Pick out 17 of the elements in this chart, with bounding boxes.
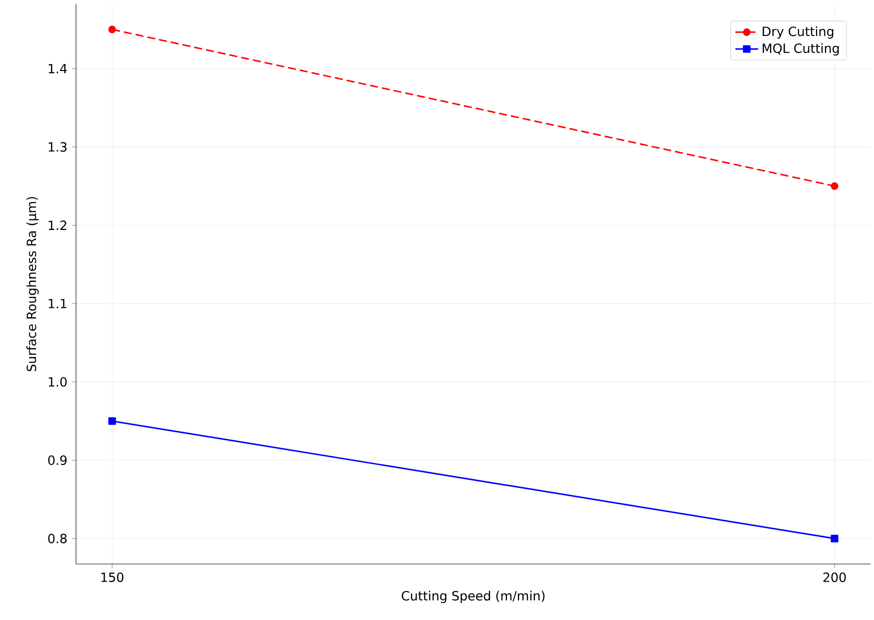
legend-label: MQL Cutting <box>762 43 839 56</box>
point <box>830 534 838 542</box>
y-tick-label: 1.2 <box>48 220 66 230</box>
x-tick-label: 200 <box>823 572 846 582</box>
x-tick-label: 150 <box>101 572 124 582</box>
y-tick-label: 1.3 <box>48 142 67 152</box>
y-axis-title: Surface Roughness Ra (µm) <box>26 197 39 372</box>
x-axis-title: Cutting Speed (m/min) <box>402 590 545 604</box>
y-tick-label: 1.4 <box>48 64 67 74</box>
y-tick-label: 0.9 <box>48 455 67 466</box>
y-tick-label: 1.0 <box>48 377 67 387</box>
y-tick-label: 0.8 <box>48 534 67 544</box>
point <box>108 417 116 425</box>
legend-label: Dry Cutting <box>762 26 834 39</box>
point <box>108 26 116 34</box>
y-tick-label: 1.1 <box>48 298 66 308</box>
point <box>830 182 838 190</box>
